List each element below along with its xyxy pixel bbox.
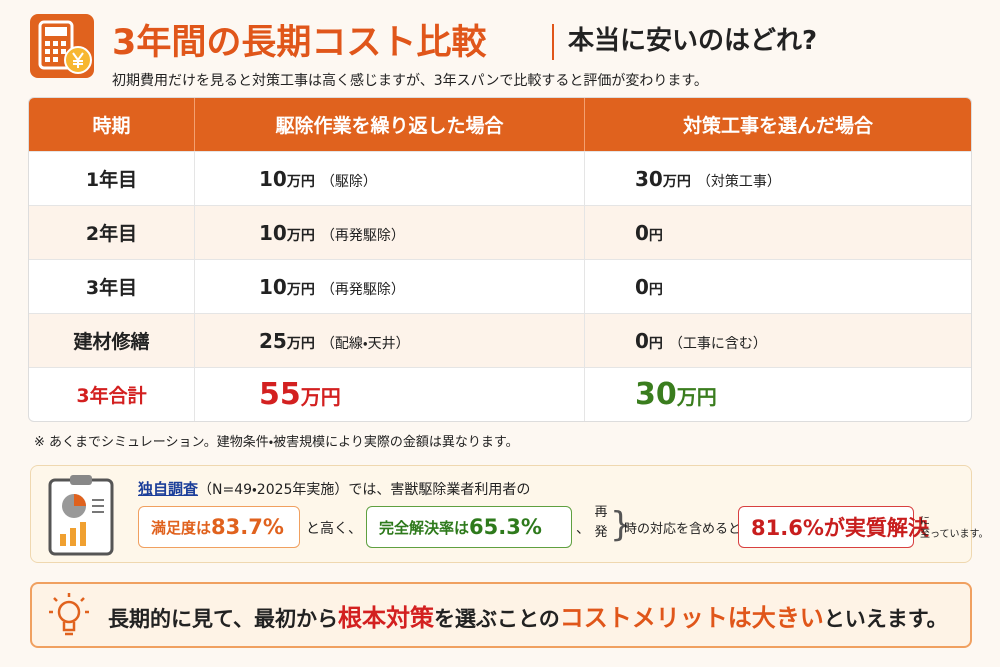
- cost-cell: 10万円 （再発駆除）: [195, 205, 585, 259]
- label: 満足度は: [151, 518, 212, 537]
- table-row: 建材修繕 25万円 （配線・天井） 0円 （工事に含む）: [29, 313, 971, 367]
- cost-cell: 10万円 （駆除）: [195, 151, 585, 205]
- text: 、: [576, 521, 590, 537]
- amount: 55: [259, 377, 301, 412]
- calculator-icon: [30, 14, 94, 78]
- unit: 万円: [662, 173, 691, 190]
- row-label: 2年目: [29, 205, 195, 259]
- text: 時の対応を含めると: [624, 522, 742, 537]
- table-body: 1年目 10万円 （駆除） 30万円 （対策工事） 2年目 10万円 （再発駆除） 0円 3年目 1…: [29, 151, 971, 421]
- text: 長期的に見て、最初から: [108, 607, 338, 631]
- text: を選ぶことの: [433, 607, 560, 631]
- unit: 万円: [286, 227, 315, 244]
- amount: 0: [635, 220, 649, 245]
- text: といえます。: [823, 607, 948, 631]
- table-row: 2年目 10万円 （再発駆除） 0円: [29, 205, 971, 259]
- header-row: 時期 駆除作業を繰り返した場合 対策工事を選んだ場合: [29, 98, 971, 151]
- cost-note: （再発駆除）: [320, 281, 405, 298]
- row-label: 3年合計: [29, 367, 195, 421]
- text: と高く、: [306, 521, 362, 537]
- cost-cell: 30万円: [585, 367, 971, 421]
- amount: 10: [259, 274, 287, 299]
- note: ※ あくまでシミュレーション。建物条件・被害規模により実際の金額は異なります。: [34, 435, 519, 450]
- unit: 万円: [676, 385, 717, 409]
- text: に: [920, 516, 930, 527]
- unit: 円: [648, 335, 663, 352]
- unit: 万円: [286, 281, 315, 298]
- unit: 万円: [286, 173, 315, 190]
- cost-note: （再発駆除）: [320, 227, 405, 244]
- vertical-text: 再発: [594, 505, 608, 540]
- highlight: 根本対策: [337, 604, 434, 632]
- lead-text: 初期費用だけを見ると対策工事は高く感じますが、3年スパンで比較すると評価が変わり…: [112, 73, 708, 89]
- unit: 円: [648, 281, 663, 298]
- column-header: 駆除作業を繰り返した場合: [195, 98, 585, 151]
- satisfaction-value: 83.7%: [211, 515, 284, 539]
- survey-source: 独自調査: [138, 480, 199, 498]
- report-icon: [48, 475, 114, 556]
- cost-cell: 55万円: [195, 367, 585, 421]
- row-label: 1年目: [29, 151, 195, 205]
- title: 3年間の長期コスト比較: [112, 23, 487, 63]
- amount: 30: [635, 166, 663, 191]
- amount: 30: [635, 377, 677, 412]
- separator: [552, 24, 554, 60]
- effective-value: 81.6%が実質解決: [751, 516, 929, 540]
- survey-line: 独自調査（N=49・2025年実施）では、害獣駆除業者利用者の: [138, 478, 530, 499]
- amount: 10: [259, 220, 287, 245]
- row-label: 3年目: [29, 259, 195, 313]
- row-label: 建材修繕: [29, 313, 195, 367]
- cost-note: （工事に含む）: [668, 335, 767, 352]
- effective-box: 81.6%が実質解決: [738, 506, 929, 548]
- highlight: コストメリットは大きい: [559, 604, 824, 632]
- subtitle: 本当に安いのはどれ?: [568, 26, 818, 56]
- survey-text: （N=49・2025年実施）では、害獣駆除業者利用者の: [198, 482, 531, 498]
- cost-table: 時期 駆除作業を繰り返した場合 対策工事を選んだ場合 1年目 10万円 （駆除） 30…: [28, 97, 972, 422]
- cost-cell: 10万円 （再発駆除）: [195, 259, 585, 313]
- column-header: 対策工事を選んだ場合: [585, 98, 971, 151]
- cost-cell: 30万円 （対策工事）: [585, 151, 971, 205]
- cost-note: （対策工事）: [696, 173, 781, 190]
- bulb-icon: [49, 593, 89, 636]
- resolution-box: 完全解決率は 65.3%: [366, 506, 572, 548]
- brace: }: [610, 505, 632, 545]
- cost-cell: 0円: [585, 259, 971, 313]
- text: に至っています。: [920, 515, 989, 541]
- cost-cell: 0円 （工事に含む）: [585, 313, 971, 367]
- cost-note: （駆除）: [320, 173, 377, 190]
- amount: 10: [259, 166, 287, 191]
- resolution-value: 65.3%: [469, 515, 542, 539]
- cost-cell: 0円: [585, 205, 971, 259]
- label: 完全解決率は: [379, 518, 470, 537]
- amount: 25: [259, 328, 287, 353]
- cost-note: （配線・天井）: [320, 335, 410, 352]
- table-row: 3年目 10万円 （再発駆除） 0円: [29, 259, 971, 313]
- text: 至っています。: [920, 529, 989, 540]
- unit: 円: [648, 227, 663, 244]
- cost-cell: 25万円 （配線・天井）: [195, 313, 585, 367]
- total-row: 3年合計 55万円 30万円: [29, 367, 971, 421]
- table-row: 1年目 10万円 （駆除） 30万円 （対策工事）: [29, 151, 971, 205]
- unit: 万円: [300, 385, 341, 409]
- conclusion-text: 長期的に見て、最初から根本対策を選ぶことのコストメリットは大きいといえます。: [108, 598, 948, 633]
- column-header: 時期: [29, 98, 195, 151]
- amount: 0: [635, 274, 649, 299]
- conclusion-panel: [30, 582, 972, 648]
- satisfaction-box: 満足度は 83.7%: [138, 506, 300, 548]
- amount: 0: [635, 328, 649, 353]
- unit: 万円: [286, 335, 315, 352]
